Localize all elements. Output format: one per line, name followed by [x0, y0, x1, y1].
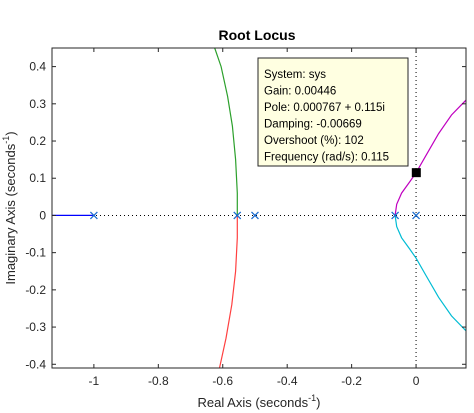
pole-marker-4	[391, 211, 400, 220]
data-tip-box	[257, 57, 409, 167]
x-axis-label: Real Axis (seconds-1)	[198, 393, 321, 410]
y-tick-label: -0.3	[25, 320, 46, 334]
reference-lines	[52, 48, 466, 368]
data-tip-line: Pole: 0.000767 + 0.115i	[264, 102, 385, 114]
x-axis-label-close: )	[316, 395, 320, 410]
y-axis-label: Imaginary Axis (seconds-1)	[1, 131, 18, 284]
pole-marker-5	[412, 211, 421, 220]
locus-branch-3	[218, 215, 238, 368]
y-axis-ticks: 0.4 0.3 0.2 0.1 0 -0.1 -0.2 -0.3 -0.4	[25, 60, 466, 371]
x-axis-label-text: Real Axis (seconds	[198, 395, 309, 410]
chart-title: Root Locus	[219, 27, 296, 43]
x-tick-label: -0.4	[277, 374, 298, 388]
x-tick-label: -0.2	[341, 374, 362, 388]
pole-marker-3	[251, 211, 259, 220]
x-tick-label: -1	[89, 374, 100, 388]
y-tick-label: 0.3	[29, 97, 46, 111]
axes-box	[51, 47, 467, 369]
y-tick-label: 0.2	[29, 134, 46, 148]
data-tip-lines: System: sys Gain: 0.00446 Pole: 0.000767 +…	[264, 69, 389, 164]
y-tick-label: 0.1	[29, 171, 46, 185]
pole-marker-2	[233, 211, 242, 220]
locus-branches	[52, 48, 466, 368]
y-tick-label: -0.1	[25, 246, 46, 260]
locus-branch-5	[394, 215, 466, 332]
selected-pole-marker[interactable]	[411, 168, 421, 178]
open-loop-poles	[89, 211, 421, 220]
data-tip-line: Gain: 0.00446	[264, 86, 336, 98]
data-tip-line: Overshoot (%): 102	[264, 135, 364, 147]
x-axis-ticks: -1 -0.8 -0.6 -0.4 -0.2 0	[89, 48, 420, 388]
x-tick-label: -0.6	[212, 374, 233, 388]
y-tick-label: -0.4	[25, 357, 46, 371]
y-tick-label: 0.4	[29, 60, 46, 74]
y-tick-label: 0	[39, 208, 46, 222]
y-tick-label: -0.2	[25, 283, 46, 297]
pole-marker-1	[89, 211, 98, 220]
data-tip-line: Frequency (rad/s): 0.115	[264, 152, 389, 164]
x-tick-label: 0	[413, 374, 420, 388]
y-axis-label-text: Imaginary Axis (seconds	[3, 143, 18, 284]
y-axis-label-sup: -1	[1, 136, 11, 144]
locus-branch-2	[214, 48, 238, 216]
x-tick-label: -0.8	[148, 374, 169, 388]
data-tip[interactable]: System: sys Gain: 0.00446 Pole: 0.000767 +…	[257, 57, 409, 167]
x-axis-label-sup: -1	[308, 393, 316, 403]
data-tip-line: System: sys	[264, 69, 326, 81]
data-tip-line: Damping: -0.00669	[264, 119, 362, 131]
selected-pole[interactable]	[411, 168, 421, 178]
y-axis-label-close: )	[3, 131, 18, 135]
